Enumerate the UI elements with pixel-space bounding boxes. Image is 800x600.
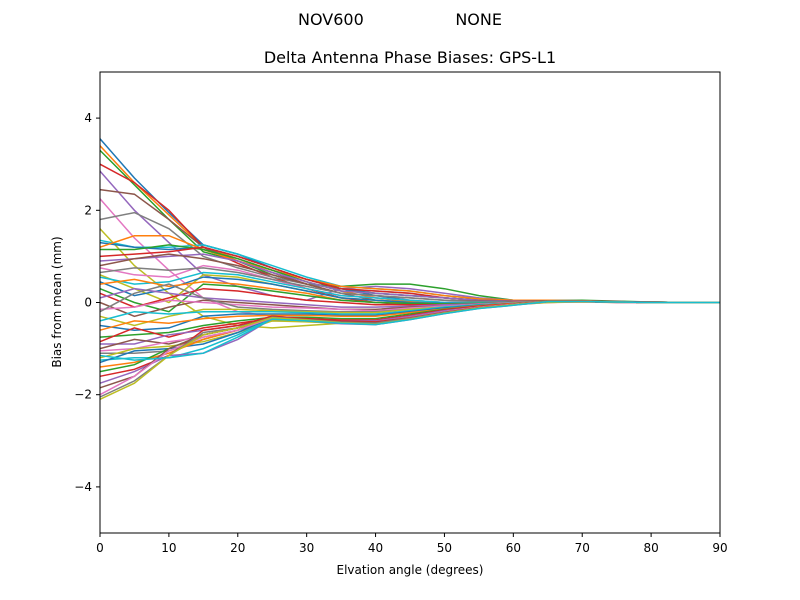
y-tick-label: 4 [84,111,92,125]
y-tick-label: 2 [84,203,92,217]
x-tick-label: 70 [575,541,590,555]
series-line [99,149,720,304]
x-axis-ticks: 0 10 20 30 40 50 60 70 80 90 [96,533,728,555]
x-axis-label: Elvation angle (degrees) [337,563,484,577]
y-axis-ticks: −4 −2 0 2 4 [74,111,100,494]
x-tick-label: 50 [437,541,452,555]
series-line [99,253,720,304]
x-tick-label: 0 [96,541,104,555]
x-tick-label: 30 [299,541,314,555]
y-tick-label: 0 [84,296,92,310]
x-tick-label: 90 [712,541,727,555]
series-line [99,300,720,361]
y-tick-label: −4 [74,480,92,494]
x-tick-label: 40 [368,541,383,555]
x-tick-label: 10 [161,541,176,555]
suptitle-left: NOV600 [298,10,364,29]
x-tick-label: 80 [643,541,658,555]
chart-title: Delta Antenna Phase Biases: GPS-L1 [263,48,557,67]
series-lines [99,138,720,400]
suptitle-right: NONE [455,10,502,29]
x-tick-label: 60 [506,541,521,555]
x-tick-label: 20 [230,541,245,555]
series-line [99,267,720,304]
y-tick-label: −2 [74,388,92,402]
y-axis-label: Bias from mean (mm) [50,236,64,367]
series-line [99,138,720,305]
figure-suptitle: NOV600 NONE [0,10,800,29]
